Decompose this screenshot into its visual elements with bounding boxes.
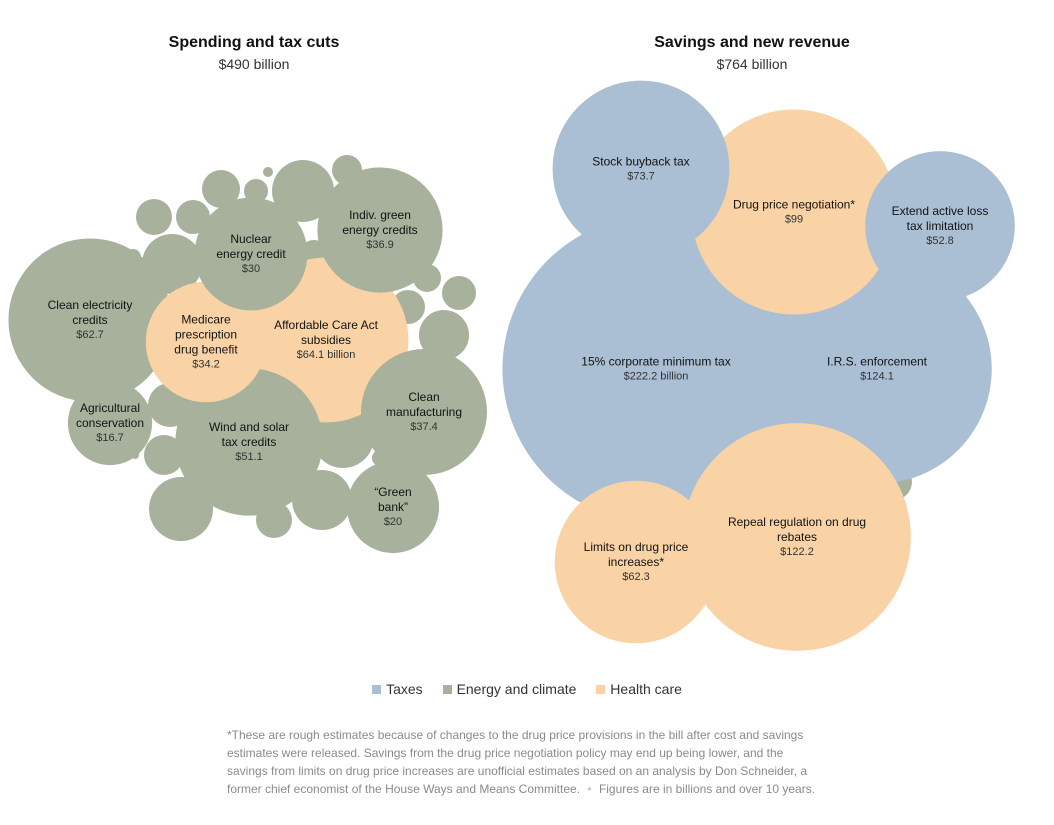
bubble-value: $99 <box>785 214 803 226</box>
bubble-value: $20 <box>384 516 402 528</box>
bubble-label: increases* <box>608 555 664 569</box>
bubble-label: 15% corporate minimum tax <box>581 355 730 369</box>
bubble-label: prescription <box>175 328 237 342</box>
footnote: *These are rough estimates because of ch… <box>227 726 827 798</box>
legend-label: Energy and climate <box>456 681 577 697</box>
bubble-label: Extend active loss <box>892 204 989 218</box>
bubble-label: energy credit <box>216 247 286 261</box>
bubble-value: $73.7 <box>627 171 655 183</box>
bubble-minor <box>244 179 268 203</box>
swatch-taxes <box>372 685 382 694</box>
bubble-label: “Green <box>374 485 411 499</box>
bubble-label: manufacturing <box>386 405 462 419</box>
bubble-value: $222.2 billion <box>624 371 689 383</box>
bubble-label: Indiv. green <box>349 208 411 222</box>
bubble-minor <box>144 435 184 475</box>
swatch-health <box>596 685 606 694</box>
bubble-indiv-green-energy-credits <box>317 167 443 293</box>
bubble-drug-price-negotiation <box>691 109 897 315</box>
legend-label: Taxes <box>386 681 423 697</box>
bubble-label: energy credits <box>342 223 417 237</box>
bubble-minor <box>202 170 240 208</box>
legend-label: Health care <box>610 681 682 697</box>
bubble-label: Clean <box>408 390 439 404</box>
bubble-limits-on-drug-price-increases <box>554 480 718 644</box>
bubble-minor <box>176 200 210 234</box>
bubble-clean-manufacturing <box>361 349 487 475</box>
bubble-value: $124.1 <box>860 371 894 383</box>
bubble-green-bank <box>346 460 440 554</box>
bubble-value: $30 <box>242 263 260 275</box>
bubble-stock-buyback-tax <box>552 80 730 258</box>
spending-total: $490 billion <box>218 56 290 72</box>
bubble-label: credits <box>72 313 107 327</box>
bubble-label: Wind and solar <box>209 420 289 434</box>
bubble-value: $122.2 <box>780 546 814 558</box>
bubble-label: bank” <box>378 500 408 514</box>
bubble-repeal-regulation-on-drug-rebates <box>683 423 911 651</box>
spending-title: Spending and tax cuts <box>168 34 340 51</box>
bubble-value: $37.4 <box>410 421 438 433</box>
savings-total: $764 billion <box>716 56 788 72</box>
bubble-value: $34.2 <box>192 359 220 371</box>
bubble-minor <box>442 276 476 310</box>
legend-item-taxes: Taxes <box>372 681 423 697</box>
bubble-label: drug benefit <box>174 343 238 357</box>
bubble-value: $64.1 billion <box>297 349 356 361</box>
bubble-nuclear-energy-credit <box>194 197 308 311</box>
bubble-wind-and-solar-tax-credits <box>175 368 323 516</box>
bubble-label: Medicare <box>181 313 231 327</box>
bubble-label: Nuclear <box>230 232 271 246</box>
bubble-label: Agricultural <box>80 401 140 415</box>
footnote-text: *These are rough estimates because of ch… <box>227 728 808 796</box>
bubble-value: $51.1 <box>235 451 263 463</box>
bubble-medicare-prescription-drug-benefit <box>145 281 267 403</box>
bubble-value: $62.7 <box>76 329 104 341</box>
bubble-label: I.R.S. enforcement <box>827 355 928 369</box>
bubble-label: Repeal regulation on drug <box>728 515 866 529</box>
bubble-label: Drug price negotiation* <box>733 198 855 212</box>
bubble-agricultural-conservation <box>67 380 153 466</box>
spending-header: Spending and tax cuts $490 billion <box>54 33 454 73</box>
bubble-label: Clean electricity <box>48 298 133 312</box>
bubble-value: $62.3 <box>622 571 650 583</box>
bubble-value: $52.8 <box>926 235 954 247</box>
bubble-label: conservation <box>76 416 144 430</box>
legend-item-energy: Energy and climate <box>442 681 577 697</box>
bubble-minor <box>136 199 172 235</box>
bubble-label: Stock buyback tax <box>592 155 689 169</box>
bubble-minor <box>272 160 334 222</box>
footnote-separator: • <box>587 782 592 796</box>
bubble-value: $16.7 <box>96 432 124 444</box>
legend-item-health: Health care <box>596 681 682 697</box>
savings-title: Savings and new revenue <box>654 34 850 51</box>
bubble-label: Affordable Care Act <box>274 318 379 332</box>
bubble-label: Limits on drug price <box>584 540 689 554</box>
bubble-extend-active-loss-tax-limitation <box>865 151 1015 301</box>
bubble-label: tax limitation <box>907 219 974 233</box>
savings-header: Savings and new revenue $764 billion <box>552 33 952 73</box>
bubble-clean-electricity-credits <box>8 238 172 402</box>
footnote-units: Figures are in billions and over 10 year… <box>598 782 816 796</box>
bubble-minor <box>419 310 469 360</box>
swatch-energy <box>442 685 452 694</box>
bubble-label: rebates <box>777 530 817 544</box>
bubble-label: tax credits <box>222 435 277 449</box>
legend: Taxes Energy and climate Health care <box>0 681 1054 697</box>
bubble-label: subsidies <box>301 333 351 347</box>
bubble-value: $36.9 <box>366 239 394 251</box>
bubble-minor <box>263 167 273 177</box>
